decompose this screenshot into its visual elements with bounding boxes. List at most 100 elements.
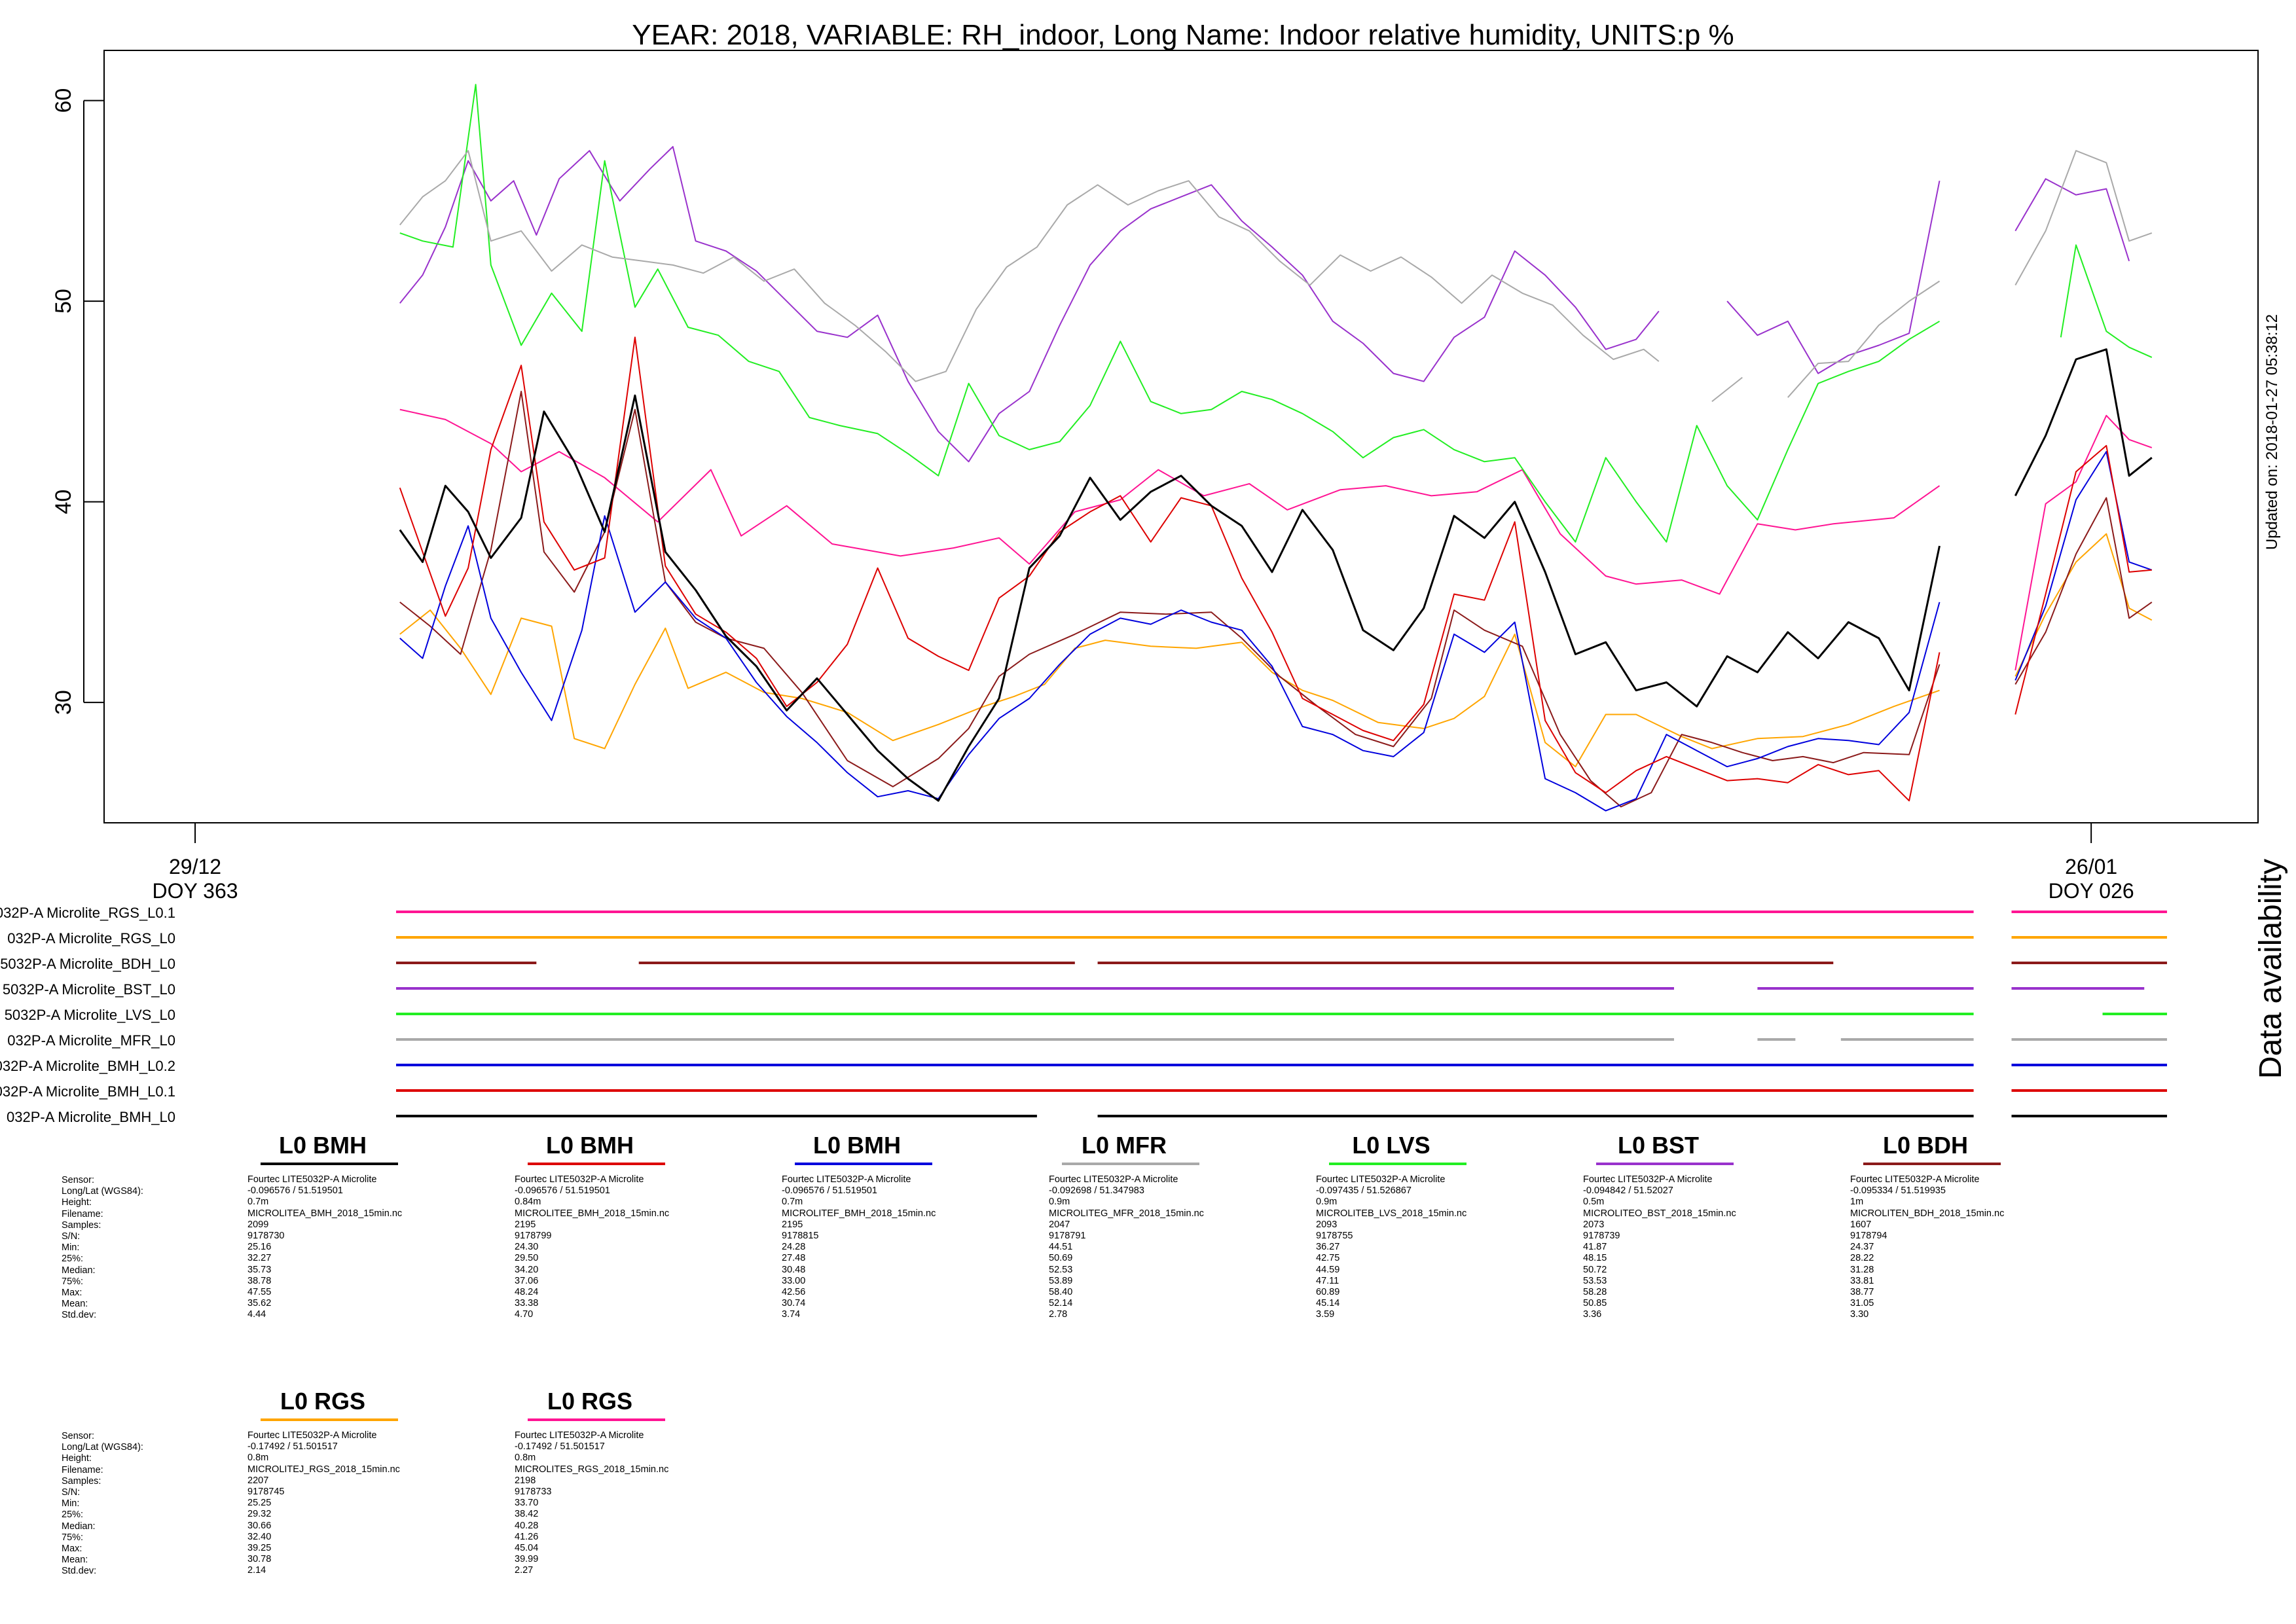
station-name: L0 MFR <box>1082 1132 1167 1159</box>
availability-row-label: 5032P-A Microlite_BDH_L0 <box>0 956 175 972</box>
y-tick-label: 30 <box>51 690 76 715</box>
station-value-mean: 30.78 <box>247 1554 272 1565</box>
station-value-height: 0.9m <box>1316 1197 1338 1208</box>
station-value-filename: MICROLITEG_MFR_2018_15min.nc <box>1049 1208 1204 1219</box>
stats-label: Height: <box>62 1197 92 1208</box>
station-color-line <box>1329 1163 1467 1165</box>
station-value-mean: 50.85 <box>1583 1298 1607 1309</box>
station-value-height: 0.8m <box>247 1453 269 1464</box>
station-value-sn: 9178755 <box>1316 1231 1353 1242</box>
station-value-median: 34.20 <box>515 1264 539 1275</box>
station-value-max: 38.77 <box>1850 1287 1874 1298</box>
station-value-sn: 9178739 <box>1583 1231 1620 1242</box>
station-value-min: 41.87 <box>1583 1242 1607 1253</box>
station-value-sensor: Fourtec LITE5032P-A Microlite <box>247 1430 377 1441</box>
station-value-min: 24.28 <box>782 1242 806 1253</box>
stats-label: Filename: <box>62 1208 103 1219</box>
chart-title: YEAR: 2018, VARIABLE: RH_indoor, Long Na… <box>632 19 1734 51</box>
station-name: L0 BMH <box>546 1132 634 1159</box>
stats-label: Samples: <box>62 1219 101 1231</box>
series-line-bdh-l0 <box>399 391 2153 808</box>
station-value-median: 50.72 <box>1583 1264 1607 1275</box>
stats-label: Long/Lat (WGS84): <box>62 1442 143 1453</box>
x-tick-label-date: 26/01 <box>2065 855 2117 878</box>
station-value-height: 0.84m <box>515 1197 541 1208</box>
stats-label: Long/Lat (WGS84): <box>62 1186 143 1197</box>
station-value-max: 58.40 <box>1049 1287 1073 1298</box>
station-value-p25: 32.27 <box>247 1253 272 1264</box>
station-values: Fourtec LITE5032P-A Microlite -0.095334 /… <box>1850 1174 2004 1321</box>
station-value-max: 45.04 <box>515 1543 539 1554</box>
availability-row-label: 032P-A Microlite_MFR_L0 <box>7 1032 175 1049</box>
stats-label: 25%: <box>62 1254 84 1265</box>
station-name: L0 RGS <box>280 1388 366 1415</box>
station-color-line <box>1596 1163 1734 1165</box>
station-value-height: 0.5m <box>1583 1197 1605 1208</box>
station-value-p75: 33.00 <box>782 1275 806 1286</box>
station-value-max: 39.25 <box>247 1543 272 1554</box>
station-value-filename: MICROLITEO_BST_2018_15min.nc <box>1583 1208 1736 1219</box>
stats-label: Median: <box>62 1521 96 1532</box>
stats-label: Min: <box>62 1498 80 1509</box>
station-value-max: 60.89 <box>1316 1287 1340 1298</box>
availability-row-label: 032P-A Microlite_BMH_L0 <box>7 1109 175 1125</box>
stats-label: Height: <box>62 1453 92 1464</box>
station-value-std: 2.27 <box>515 1565 534 1576</box>
series-line-bst-l0 <box>399 146 2130 463</box>
station-value-p25: 29.32 <box>247 1509 272 1520</box>
station-value-sn: 9178791 <box>1049 1231 1086 1242</box>
series-line-rgs-l0-1 <box>399 408 2153 671</box>
station-value-longlat: -0.096576 / 51.519501 <box>782 1185 877 1197</box>
availability-row-label: 5032P-A Microlite_LVS_L0 <box>5 1007 175 1023</box>
series-line-lvs-l0 <box>399 84 2153 543</box>
station-value-height: 0.7m <box>247 1197 269 1208</box>
station-value-p75: 47.11 <box>1316 1275 1339 1286</box>
station-value-samples: 2207 <box>247 1475 269 1486</box>
y-tick-label: 50 <box>51 289 76 314</box>
station-value-filename: MICROLITEF_BMH_2018_15min.nc <box>782 1208 936 1219</box>
availability-layer: 032P-A Microlite_RGS_L0.1 032P-A Microlit… <box>0 905 2167 1125</box>
station-value-sn: 9178815 <box>782 1231 819 1242</box>
station-value-sensor: Fourtec LITE5032P-A Microlite <box>782 1174 911 1185</box>
station-value-p25: 28.22 <box>1850 1253 1874 1264</box>
updated-note: Updated on: 2018-01-27 05:38:12 <box>2263 314 2281 550</box>
station-value-sensor: Fourtec LITE5032P-A Microlite <box>1850 1174 1980 1185</box>
station-value-median: 44.59 <box>1316 1264 1340 1275</box>
stats-labels: Sensor: Long/Lat (WGS84): Height: Filename:… <box>62 1175 143 1322</box>
y-axis: 30 40 50 60 <box>51 88 104 715</box>
stats-label: Mean: <box>62 1555 88 1566</box>
stats-label: 25%: <box>62 1509 84 1521</box>
station-value-height: 0.9m <box>1049 1197 1070 1208</box>
station-value-median: 30.48 <box>782 1264 806 1275</box>
station-value-mean: 30.74 <box>782 1298 806 1309</box>
station-values: Fourtec LITE5032P-A Microlite -0.17492 / … <box>515 1430 668 1577</box>
station-value-mean: 39.99 <box>515 1554 539 1565</box>
station-values: Fourtec LITE5032P-A Microlite -0.096576 /… <box>515 1174 669 1321</box>
station-color-line <box>795 1163 932 1165</box>
station-value-sn: 9178730 <box>247 1231 285 1242</box>
y-tick-label: 40 <box>51 490 76 514</box>
station-color-line <box>528 1163 665 1165</box>
x-tick-label-doy: DOY 026 <box>2049 879 2134 903</box>
station-value-samples: 2093 <box>1316 1219 1338 1230</box>
station-value-min: 33.70 <box>515 1498 539 1509</box>
station-value-std: 3.59 <box>1316 1309 1335 1320</box>
series-layer <box>399 84 2153 812</box>
station-value-median: 52.53 <box>1049 1264 1073 1275</box>
station-name: L0 BMH <box>813 1132 901 1159</box>
station-value-samples: 2195 <box>782 1219 803 1230</box>
station-value-filename: MICROLITEB_LVS_2018_15min.nc <box>1316 1208 1467 1219</box>
station-value-max: 42.56 <box>782 1287 806 1298</box>
station-value-p75: 33.81 <box>1850 1275 1874 1286</box>
station-value-std: 3.74 <box>782 1309 801 1320</box>
station-value-filename: MICROLITEE_BMH_2018_15min.nc <box>515 1208 670 1219</box>
station-name: L0 BST <box>1617 1132 1699 1159</box>
station-value-std: 3.36 <box>1583 1309 1602 1320</box>
series-line-bmh-l0-1 <box>399 336 2152 802</box>
station-value-median: 35.73 <box>247 1264 272 1275</box>
stats-label: Min: <box>62 1242 80 1254</box>
station-value-height: 0.8m <box>515 1453 536 1464</box>
stats-label: S/N: <box>62 1487 81 1498</box>
station-value-sn: 9178794 <box>1850 1231 1887 1242</box>
station-value-p75: 37.06 <box>515 1275 539 1286</box>
